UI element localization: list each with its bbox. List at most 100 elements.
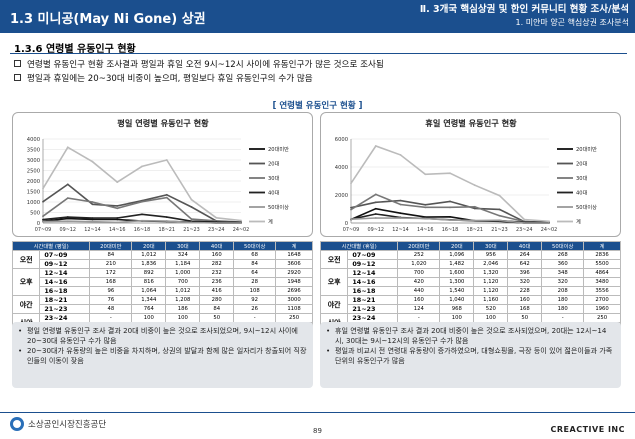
data-point [350, 182, 352, 185]
table-row: 야간 18~21 160 1,040 1,160 160 180 2700 [319, 295, 621, 314]
column-header: 50대이상 [541, 241, 585, 251]
table-header-row: 시간대별 (휴일) 20대미만 20대 30대 40대 50대이상 계 [319, 241, 621, 251]
table-cell: 2,046 [473, 259, 509, 269]
column-header: 20대미만 [89, 241, 133, 251]
y-tick-label: 2000 [335, 193, 348, 199]
table-cell: 252 [397, 250, 441, 260]
data-point [165, 159, 168, 161]
table-cell: 968 [439, 304, 475, 314]
table-cell: 1648 [275, 250, 313, 260]
table-cell: 160 [507, 295, 543, 305]
data-point [449, 172, 451, 175]
data-point [473, 184, 476, 187]
table-cell: 264 [507, 250, 543, 260]
table-cell: 124 [397, 304, 441, 314]
agency-name: 소상공인시장진흥공단 [28, 420, 107, 430]
table-cell: 324 [165, 250, 201, 260]
table-cell: 232 [199, 268, 235, 278]
table-cell: 396 [507, 268, 543, 278]
x-tick-label: 23~24 [516, 227, 533, 233]
subchapter-title: 1. 미얀마 양곤 핵심상권 조사분석 [515, 18, 629, 27]
y-tick-label: 1000 [27, 200, 40, 206]
data-point [116, 218, 119, 221]
bullet-item: 연령별 유동인구 현황 조사결과 평일과 휴일 오전 9시~12시 사이에 유동… [14, 58, 384, 70]
holiday-line-chart: 휴일 연령별 유동인구 현황 0 2000 4000 6000 07~09 09~12 12~… [335, 118, 597, 233]
data-point [116, 181, 119, 183]
table-cell: 84 [199, 304, 235, 314]
time-group-label: 오전 [11, 250, 41, 269]
data-point [473, 205, 476, 208]
table-row: 16~18 440 1,540 1,120 228 208 3556 [321, 286, 621, 296]
table-header-row: 시간대별 (평일) 20대미만 20대 30대 40대 50대이상 계 [11, 241, 313, 251]
time-slot-cell: 09~12 [39, 259, 91, 269]
table-cell: 1,344 [131, 295, 167, 305]
table-cell: 1,120 [473, 286, 509, 296]
data-point [449, 200, 451, 203]
series-line [42, 146, 242, 222]
header-bar: 1.3 미니공(May Ni Gone) 상권 Ⅱ. 3개국 핵심상권 및 한인… [0, 0, 635, 33]
weekday-data-table: 시간대별 (평일) 20대미만 20대 30대 40대 50대이상 계 오전 07~09 84 1,… [11, 241, 313, 342]
data-point [399, 199, 402, 202]
table-cell: 1,482 [439, 259, 475, 269]
time-slot-cell: 12~14 [39, 268, 91, 278]
table-cell: 2920 [275, 268, 313, 278]
table-cell: 1,300 [439, 277, 475, 287]
data-point [424, 217, 427, 220]
x-tick-label: 07~09 [35, 227, 52, 233]
legend-label: 40대 [268, 189, 280, 197]
y-tick-label: 3500 [27, 148, 40, 154]
table-cell: 816 [131, 277, 167, 287]
data-point [91, 203, 94, 206]
data-point [165, 196, 168, 199]
table-cell: 360 [541, 259, 585, 269]
table-row: 21~23 48 764 186 84 26 1108 [13, 304, 313, 314]
table-row: 14~16 420 1,300 1,120 320 320 3480 [321, 277, 621, 287]
data-point [215, 216, 218, 219]
x-tick-label: 21~23 [491, 227, 508, 233]
bullet-text: 평일과 휴일에는 20~30대 비중이 높으며, 평일보다 휴일 유동인구의 수… [27, 74, 313, 84]
table-row: 야간 18~21 76 1,344 1,208 280 92 3000 [11, 295, 313, 314]
data-point [548, 220, 550, 223]
y-tick-label: 3000 [27, 158, 40, 164]
column-header: 20대 [131, 241, 167, 251]
data-point [141, 165, 143, 168]
data-point [399, 217, 402, 220]
holiday-chart-panel: 휴일 연령별 유동인구 현황 0 2000 4000 6000 07~09 09~12 12~… [320, 112, 621, 237]
data-point [190, 198, 193, 201]
x-tick-label: 09~12 [367, 227, 384, 233]
table-cell: 1,160 [473, 295, 509, 305]
data-point [399, 203, 402, 206]
data-point [240, 222, 242, 224]
section-divider [10, 53, 627, 54]
chart-title: 평일 연령별 유동인구 현황 [117, 118, 209, 128]
table-cell: 3606 [275, 259, 313, 269]
y-tick-label: 4000 [335, 165, 348, 171]
note-item: 휴일 연령별 유동인구 조사 결과 20대 비중이 높은 것으로 조사되었으며,… [326, 326, 615, 346]
table-cell: 1960 [583, 304, 621, 314]
table-cell: 1,540 [439, 286, 475, 296]
column-header: 40대 [199, 241, 235, 251]
column-header: 20대 [439, 241, 475, 251]
table-cell: 160 [199, 250, 235, 260]
table-cell: 208 [541, 286, 585, 296]
data-point [66, 216, 69, 218]
x-tick-label: 18~21 [466, 227, 483, 233]
time-slot-cell: 16~18 [347, 286, 399, 296]
data-point [165, 193, 168, 196]
time-slot-cell: 21~23 [39, 304, 91, 314]
data-point [374, 201, 377, 204]
time-group-label: 오후 [319, 268, 349, 296]
data-point [498, 208, 501, 211]
column-header: 30대 [473, 241, 509, 251]
table-cell: 2836 [583, 250, 621, 260]
table-cell: 168 [89, 277, 133, 287]
table-cell: 1,208 [165, 295, 201, 305]
weekday-summary-note: 평일 연령별 유동인구 조사 결과 20대 비중이 높은 것으로 조사되었으며,… [12, 322, 313, 388]
table-cell: 84 [89, 250, 133, 260]
data-point [424, 203, 427, 206]
table-cell: 420 [397, 277, 441, 287]
checkbox-bullet-icon [14, 60, 21, 67]
data-point [424, 216, 427, 219]
